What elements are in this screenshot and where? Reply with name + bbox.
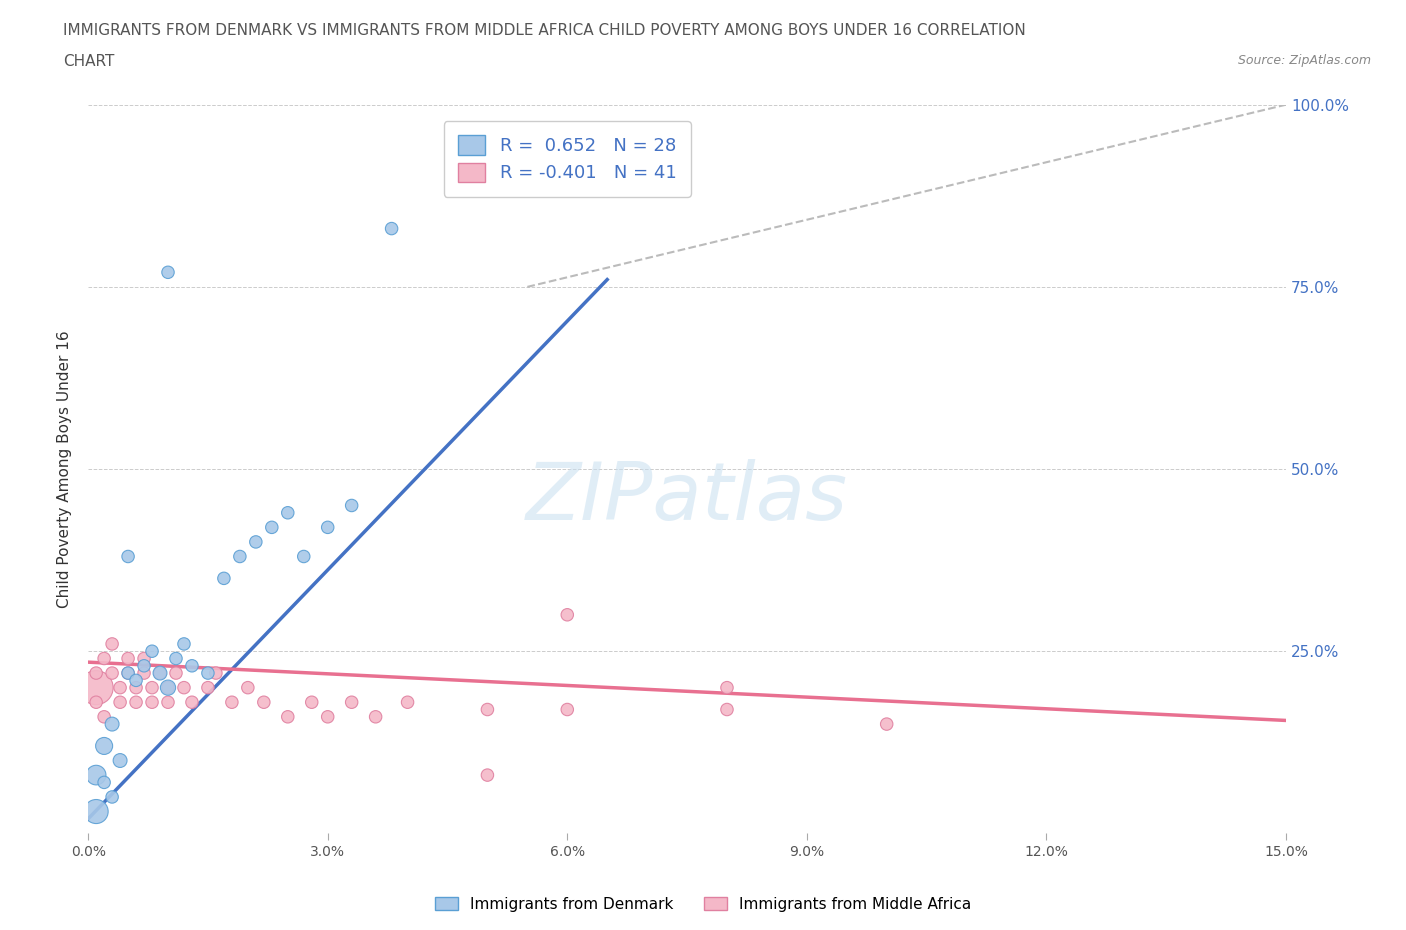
- Point: [173, 636, 195, 651]
- Point: [156, 695, 179, 710]
- Point: [181, 695, 204, 710]
- Point: [173, 680, 195, 695]
- Point: [229, 549, 252, 564]
- Point: [132, 658, 155, 673]
- Point: [205, 666, 228, 681]
- Point: [101, 717, 124, 732]
- Text: IMMIGRANTS FROM DENMARK VS IMMIGRANTS FROM MIDDLE AFRICA CHILD POVERTY AMONG BOY: IMMIGRANTS FROM DENMARK VS IMMIGRANTS FR…: [63, 23, 1026, 38]
- Point: [101, 790, 124, 804]
- Point: [477, 767, 499, 782]
- Point: [125, 695, 148, 710]
- Point: [340, 695, 363, 710]
- Point: [84, 666, 107, 681]
- Text: ZIPatlas: ZIPatlas: [526, 459, 848, 538]
- Point: [93, 710, 115, 724]
- Point: [93, 738, 115, 753]
- Point: [340, 498, 363, 513]
- Point: [125, 680, 148, 695]
- Point: [236, 680, 259, 695]
- Point: [141, 695, 163, 710]
- Point: [364, 710, 387, 724]
- Point: [125, 673, 148, 688]
- Point: [716, 702, 738, 717]
- Point: [84, 680, 107, 695]
- Point: [260, 520, 283, 535]
- Point: [141, 680, 163, 695]
- Y-axis label: Child Poverty Among Boys Under 16: Child Poverty Among Boys Under 16: [58, 330, 72, 608]
- Point: [277, 505, 299, 520]
- Point: [292, 549, 315, 564]
- Point: [101, 636, 124, 651]
- Point: [197, 680, 219, 695]
- Point: [245, 535, 267, 550]
- Point: [117, 666, 139, 681]
- Point: [197, 666, 219, 681]
- Point: [101, 666, 124, 681]
- Legend: Immigrants from Denmark, Immigrants from Middle Africa: Immigrants from Denmark, Immigrants from…: [429, 890, 977, 918]
- Text: Source: ZipAtlas.com: Source: ZipAtlas.com: [1237, 54, 1371, 67]
- Point: [477, 702, 499, 717]
- Point: [381, 221, 404, 236]
- Point: [108, 753, 131, 768]
- Point: [93, 775, 115, 790]
- Point: [141, 644, 163, 658]
- Point: [117, 666, 139, 681]
- Point: [221, 695, 243, 710]
- Point: [716, 680, 738, 695]
- Point: [181, 658, 204, 673]
- Point: [149, 666, 172, 681]
- Point: [212, 571, 235, 586]
- Point: [301, 695, 323, 710]
- Point: [316, 520, 339, 535]
- Point: [132, 651, 155, 666]
- Point: [165, 651, 187, 666]
- Point: [84, 695, 107, 710]
- Legend: R =  0.652   N = 28, R = -0.401   N = 41: R = 0.652 N = 28, R = -0.401 N = 41: [444, 121, 690, 197]
- Point: [93, 651, 115, 666]
- Point: [156, 680, 179, 695]
- Point: [84, 767, 107, 782]
- Point: [555, 607, 578, 622]
- Point: [117, 549, 139, 564]
- Point: [316, 710, 339, 724]
- Point: [396, 695, 419, 710]
- Point: [156, 680, 179, 695]
- Text: CHART: CHART: [63, 54, 115, 69]
- Point: [555, 702, 578, 717]
- Point: [108, 695, 131, 710]
- Point: [876, 717, 898, 732]
- Point: [253, 695, 276, 710]
- Point: [277, 710, 299, 724]
- Point: [117, 651, 139, 666]
- Point: [84, 804, 107, 819]
- Point: [108, 680, 131, 695]
- Point: [156, 265, 179, 280]
- Point: [132, 666, 155, 681]
- Point: [165, 666, 187, 681]
- Point: [149, 666, 172, 681]
